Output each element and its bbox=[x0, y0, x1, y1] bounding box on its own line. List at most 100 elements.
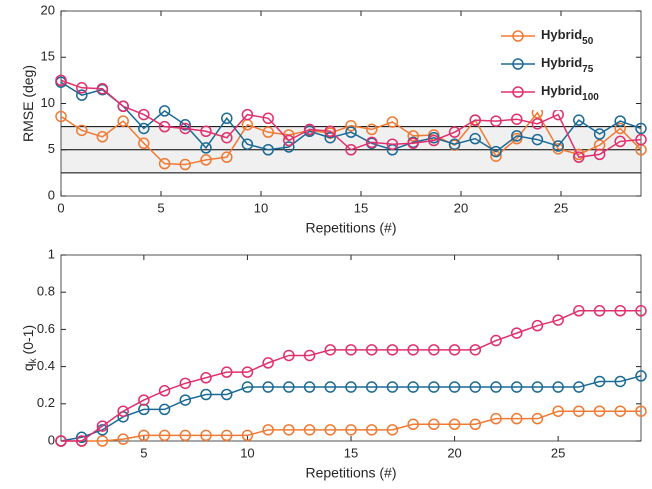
point bbox=[283, 141, 295, 153]
point bbox=[511, 130, 523, 142]
point bbox=[428, 418, 440, 431]
point bbox=[490, 412, 502, 425]
point bbox=[407, 130, 419, 142]
point bbox=[262, 424, 274, 436]
series-line bbox=[60, 79, 642, 158]
point bbox=[138, 394, 150, 406]
point bbox=[386, 424, 399, 436]
point bbox=[324, 125, 336, 137]
series-line bbox=[60, 81, 642, 153]
point bbox=[386, 116, 399, 128]
point bbox=[614, 405, 627, 417]
point bbox=[303, 349, 316, 362]
point bbox=[345, 381, 357, 393]
series-line bbox=[61, 410, 641, 442]
point bbox=[76, 89, 88, 101]
point bbox=[138, 137, 150, 150]
point bbox=[179, 119, 191, 131]
point bbox=[531, 381, 544, 393]
point bbox=[55, 110, 67, 123]
point bbox=[366, 136, 378, 149]
point bbox=[283, 381, 295, 393]
point bbox=[158, 385, 171, 397]
point bbox=[531, 133, 544, 146]
point bbox=[303, 424, 316, 436]
y-axis-label-text: q bbox=[20, 363, 36, 371]
point bbox=[469, 418, 482, 431]
point bbox=[386, 138, 399, 150]
point bbox=[220, 388, 233, 401]
point bbox=[200, 154, 212, 166]
point bbox=[614, 135, 626, 148]
point bbox=[593, 375, 606, 388]
y-tick-label: 0.6 bbox=[37, 321, 55, 336]
legend-subscript: 100 bbox=[582, 92, 599, 103]
point bbox=[179, 122, 191, 135]
legend-marker bbox=[512, 30, 524, 42]
point bbox=[179, 429, 192, 442]
point bbox=[117, 115, 129, 127]
x-tick-label: 15 bbox=[344, 445, 358, 460]
legend-name: Hybrid bbox=[541, 83, 582, 98]
point bbox=[96, 420, 109, 432]
y-tick-label: 0 bbox=[48, 432, 55, 447]
x-tick-label: 0 bbox=[57, 200, 64, 215]
point bbox=[448, 381, 461, 393]
x-tick-label: 20 bbox=[447, 445, 461, 460]
point bbox=[324, 131, 336, 144]
point bbox=[635, 133, 647, 146]
legend-label: Hybrid75 bbox=[541, 55, 594, 74]
point bbox=[241, 108, 254, 121]
x-tick-label: 10 bbox=[254, 200, 268, 215]
point bbox=[283, 349, 295, 362]
point bbox=[96, 131, 109, 143]
y-axis-label-suffix: (0-1) bbox=[20, 325, 36, 358]
point bbox=[241, 429, 254, 442]
point bbox=[448, 138, 461, 150]
point bbox=[262, 126, 274, 138]
point bbox=[221, 112, 233, 125]
x-tick-label: 10 bbox=[240, 445, 254, 460]
point bbox=[635, 122, 647, 135]
point bbox=[303, 123, 316, 136]
point bbox=[428, 134, 440, 147]
point bbox=[221, 131, 233, 144]
point bbox=[407, 381, 419, 393]
point bbox=[179, 394, 192, 406]
point bbox=[365, 424, 378, 436]
x-tick-label: 20 bbox=[454, 200, 468, 215]
x-tick-label: 5 bbox=[140, 445, 147, 460]
point bbox=[469, 114, 481, 126]
point bbox=[531, 412, 544, 425]
point bbox=[573, 381, 585, 393]
point bbox=[200, 142, 212, 154]
point bbox=[345, 126, 357, 138]
point bbox=[96, 435, 109, 447]
point bbox=[117, 100, 129, 113]
legend-subscript: 50 bbox=[582, 36, 594, 47]
point bbox=[179, 158, 191, 171]
point bbox=[510, 412, 523, 425]
y-axis-label-text: RMSE (deg) bbox=[20, 65, 36, 142]
y-axis-label: RMSE (deg) bbox=[20, 65, 36, 142]
point bbox=[262, 144, 274, 156]
point bbox=[220, 429, 233, 442]
series-line bbox=[60, 111, 642, 166]
point bbox=[76, 82, 88, 94]
point bbox=[531, 319, 544, 332]
point bbox=[324, 424, 337, 436]
point bbox=[593, 405, 606, 417]
point bbox=[635, 370, 647, 382]
x-tick-label: 15 bbox=[354, 200, 368, 215]
y-axis-label: qk (0-1) bbox=[20, 325, 39, 371]
point bbox=[573, 405, 585, 417]
point bbox=[573, 305, 585, 317]
point bbox=[283, 134, 295, 147]
point bbox=[614, 305, 627, 317]
point bbox=[635, 405, 647, 417]
point bbox=[179, 377, 192, 390]
point bbox=[365, 344, 378, 356]
point bbox=[138, 122, 150, 135]
point bbox=[345, 344, 357, 356]
point bbox=[552, 314, 564, 326]
